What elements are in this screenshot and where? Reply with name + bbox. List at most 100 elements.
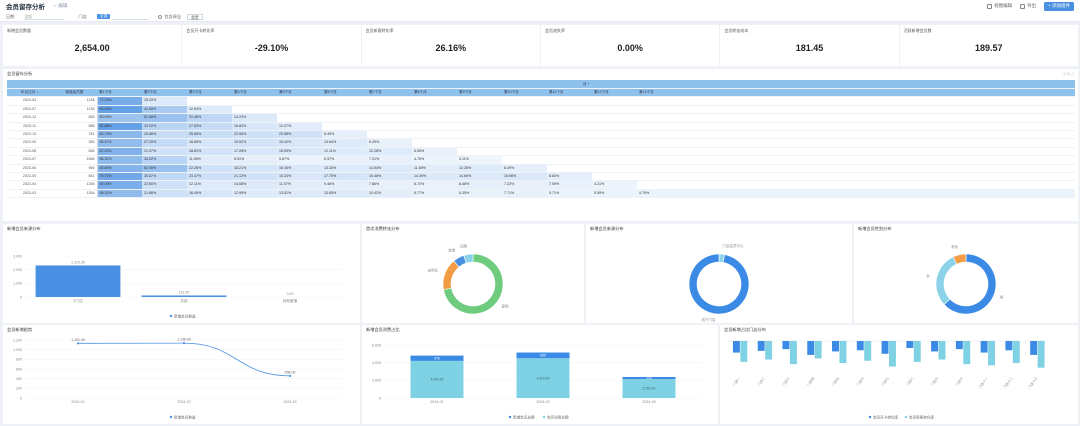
bar [814, 341, 822, 359]
month-header: 第13个月 [637, 88, 1076, 98]
data-point [288, 374, 292, 377]
kpi-label: 会员开卡转化率 [186, 28, 215, 33]
retention-cell: 6.06% [412, 147, 457, 157]
panel-title: 会员新增占比门店分布 [724, 327, 766, 332]
retention-cell [592, 138, 637, 148]
bar [1005, 341, 1013, 351]
retention-cell: 3.11% [457, 155, 502, 165]
x-tick-label: 门店十一 [977, 375, 989, 389]
retention-cell [547, 164, 592, 174]
retention-cell [277, 96, 322, 106]
retention-cell: 8.49% [322, 130, 367, 140]
bar [832, 341, 839, 352]
legend-dot [868, 415, 872, 419]
slice-label: 其他 [448, 248, 456, 253]
edit-icon [987, 3, 993, 9]
retention-cell: 12.54% [187, 105, 232, 115]
data-label: 576 [434, 356, 440, 360]
stacked-bar [410, 355, 464, 361]
retention-cell: 16.83% [232, 122, 277, 132]
retention-cell [277, 113, 322, 123]
retention-cell [637, 172, 1076, 182]
y-tick-label: 1,000 [13, 282, 22, 286]
retention-cell: 16.65% [187, 138, 232, 148]
retention-cell: 14.68% [232, 180, 277, 190]
data-label: 1,136.00 [177, 338, 191, 342]
dim-header[interactable]: 年月日月 ↓ [7, 88, 52, 98]
retention-cell: 56.47% [97, 138, 142, 148]
panel-title: 新增会员来源分布 [7, 226, 41, 231]
y-tick-label: 2,000 [13, 268, 22, 272]
month-header: 第10个月 [502, 88, 547, 98]
retention-cell: 65.60% [97, 164, 142, 174]
bar [864, 341, 872, 361]
source-bar-panel: 新增会员来源分布 3,000 2,000 1,000 0 2,310.35 Z门店 113.… [3, 224, 360, 323]
x-tick-label: 2024-02 [536, 400, 549, 404]
x-tick-label: 门店八 [905, 375, 915, 387]
stacked-bar [622, 379, 676, 398]
trend-panel: 会员新增趋势 1,200 1,000 800 600 400 200 0 1,131.00 20… [3, 325, 360, 424]
count-header[interactable]: 新增会员数 [52, 88, 97, 98]
retention-cell: 11.69% [412, 164, 457, 174]
retention-cell: 15.20% [142, 96, 187, 106]
reset-button[interactable]: 重置 [187, 13, 203, 20]
retention-cell: 90.02% [97, 105, 142, 115]
stacked-bar [410, 360, 464, 398]
bar [963, 341, 971, 365]
retention-cell: 7.59% [547, 180, 592, 190]
edit-button[interactable]: ☆ 编辑 [53, 3, 68, 8]
row-count: 1354 [52, 189, 98, 199]
export-button[interactable]: 导出 [1020, 3, 1036, 9]
retention-cell: 13.51% [277, 189, 322, 199]
table-row: 2023-07 1566 58.32% 34.52% 11.55% 8.51% 5.67% 6… [7, 155, 1076, 165]
retention-cell: 14.69% [457, 172, 502, 182]
table-row: 2023-05 851 75.71% 30.87% 23.47% 21.12% 15.33%… [7, 172, 1076, 182]
retention-cell: 42.65% [142, 105, 187, 115]
retention-cell [637, 113, 1076, 123]
retention-cell: 27.63% [187, 122, 232, 132]
bar [789, 341, 797, 365]
view-edit-button[interactable]: 视图编辑 [987, 3, 1012, 9]
kpi-value: 2,654.00 [74, 43, 110, 53]
retention-cell [322, 122, 367, 132]
slice-label: 男 [1000, 295, 1004, 300]
kpi-card: 会员开卡转化率 -29.10% [182, 25, 361, 66]
row-month: 2023-09 [7, 138, 52, 148]
retention-cell: 18.21% [232, 164, 277, 174]
bar [732, 341, 740, 353]
data-point [76, 342, 80, 345]
retention-cell: 25.86% [142, 130, 187, 140]
legend-dot [169, 415, 173, 419]
retention-cell [592, 122, 637, 132]
bar [765, 341, 773, 360]
retention-cell [502, 122, 547, 132]
bar [913, 341, 921, 362]
retention-cell [367, 122, 412, 132]
retention-cell: 6.77% [412, 189, 457, 199]
donut-panel-1: 首次消费转化分布 复购 未购买 其他 回购 [362, 224, 584, 323]
include-closed-checkbox[interactable]: 包含停业 [158, 14, 181, 20]
retention-cell: 31.45% [187, 113, 232, 123]
y-tick-label: 6,000 [372, 343, 381, 347]
store-filter-select[interactable] [112, 14, 149, 20]
retention-cell: 14.54% [367, 164, 412, 174]
y-tick-label: 0 [379, 396, 381, 400]
retention-cell: 51.66% [142, 113, 187, 123]
slice-label: 线下门店 [702, 317, 716, 322]
month-header: 第4个月 [232, 88, 277, 98]
filter-label-date: 日期 [6, 13, 15, 19]
store-filter-tag[interactable]: 全部 [96, 14, 111, 19]
retention-cell [637, 130, 1076, 140]
data-point [182, 341, 186, 345]
add-component-button[interactable]: + 添加组件 [1044, 1, 1074, 11]
bar [881, 341, 889, 354]
x-tick-label: 2024-01 [430, 400, 443, 404]
table-row: 2023-04 1255 69.06% 22.60% 12.11% 14.68% 11.07… [7, 180, 1076, 190]
retention-cell: 58.31% [97, 189, 142, 199]
group-header[interactable]: 月 ^ [97, 80, 1076, 89]
date-filter-input[interactable]: 全部 [24, 14, 65, 20]
retention-cell [412, 105, 457, 115]
panel-tools-icon[interactable]: ⊙ ⊡ ⤢ [1063, 72, 1074, 76]
retention-cell [457, 113, 502, 123]
